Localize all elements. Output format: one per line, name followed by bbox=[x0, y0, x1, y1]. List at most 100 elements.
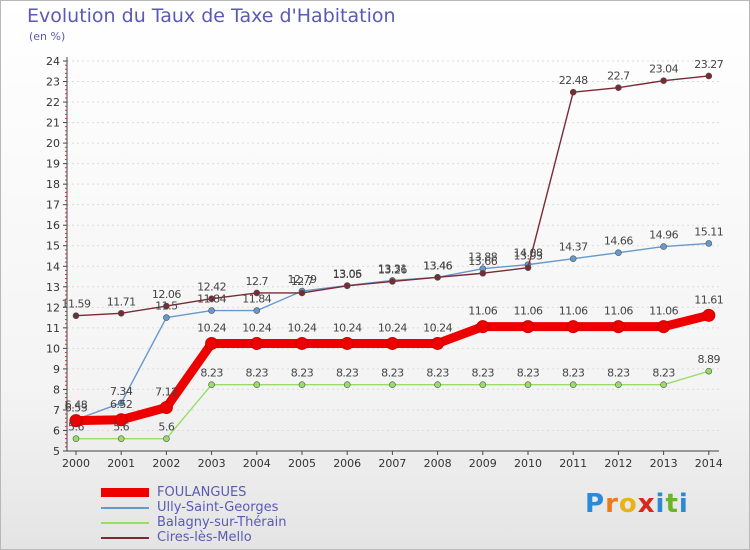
data-point bbox=[253, 381, 261, 389]
data-point bbox=[521, 320, 535, 334]
data-label: 12.7 bbox=[246, 275, 269, 288]
data-label: 13.06 bbox=[333, 268, 362, 281]
x-tick-label: 2013 bbox=[650, 457, 678, 470]
data-point bbox=[615, 381, 622, 389]
data-label: 11.06 bbox=[468, 305, 497, 318]
data-point bbox=[163, 302, 170, 310]
data-label: 8.23 bbox=[426, 367, 449, 380]
data-label: 10.24 bbox=[242, 321, 271, 334]
data-label: 10.24 bbox=[333, 321, 362, 334]
x-tick-label: 2000 bbox=[62, 457, 90, 470]
data-point bbox=[72, 435, 80, 442]
data-label: 22.7 bbox=[607, 70, 630, 83]
data-point bbox=[117, 435, 125, 442]
data-label: 13.66 bbox=[468, 255, 497, 268]
data-point bbox=[343, 282, 351, 290]
data-label: 13.31 bbox=[378, 262, 407, 275]
logo-letter: x bbox=[637, 489, 656, 519]
data-point bbox=[569, 88, 577, 96]
x-tick-label: 2005 bbox=[288, 457, 316, 470]
data-label: 10.24 bbox=[423, 321, 452, 334]
data-label: 8.23 bbox=[381, 367, 404, 380]
data-point bbox=[298, 381, 306, 389]
y-tick-label: 21 bbox=[46, 117, 60, 130]
data-label: 8.23 bbox=[200, 367, 223, 380]
data-label: 8.23 bbox=[336, 367, 359, 380]
data-label: 6.48 bbox=[65, 399, 88, 412]
data-label: 11.84 bbox=[242, 293, 271, 306]
logo-letter: i bbox=[655, 489, 666, 519]
data-label: 14.37 bbox=[559, 241, 588, 254]
logo-letter: t bbox=[665, 489, 679, 519]
data-point bbox=[343, 381, 351, 389]
x-tick-label: 2010 bbox=[514, 457, 542, 470]
data-point bbox=[389, 381, 396, 389]
data-point bbox=[69, 414, 83, 428]
y-tick-label: 17 bbox=[46, 199, 60, 212]
data-label: 13.05 bbox=[333, 268, 362, 281]
logo-letter: i bbox=[678, 489, 689, 519]
x-tick-label: 2008 bbox=[424, 457, 452, 470]
data-point bbox=[163, 314, 170, 321]
data-label: 22.48 bbox=[559, 74, 588, 87]
data-label: 5.6 bbox=[68, 421, 84, 434]
y-tick-label: 12 bbox=[46, 301, 60, 314]
legend-label: Balagny-sur-Thérain bbox=[157, 515, 287, 530]
data-label: 12.06 bbox=[152, 288, 181, 301]
data-label: 12.7 bbox=[291, 275, 314, 288]
data-point bbox=[117, 309, 125, 317]
data-point bbox=[705, 240, 713, 247]
x-tick-label: 2009 bbox=[469, 457, 497, 470]
data-point bbox=[660, 77, 667, 85]
y-tick-label: 19 bbox=[46, 158, 60, 171]
x-tick-label: 2011 bbox=[559, 457, 587, 470]
data-label: 13.88 bbox=[468, 251, 497, 264]
y-tick-label: 24 bbox=[46, 55, 60, 68]
data-label: 8.23 bbox=[607, 367, 630, 380]
data-point bbox=[657, 320, 671, 334]
data-point bbox=[479, 269, 487, 277]
y-tick-label: 11 bbox=[46, 322, 60, 335]
data-point bbox=[569, 381, 577, 389]
data-point bbox=[298, 289, 306, 297]
data-point bbox=[117, 399, 125, 407]
y-tick-label: 14 bbox=[46, 260, 60, 273]
data-point bbox=[434, 381, 441, 389]
logo-letter: r bbox=[605, 489, 619, 519]
data-label: 11.06 bbox=[559, 305, 588, 318]
data-point bbox=[159, 400, 173, 414]
data-label: 14.66 bbox=[604, 235, 633, 248]
data-label: 14.08 bbox=[514, 247, 543, 260]
y-tick-label: 7 bbox=[53, 404, 60, 417]
x-tick-label: 2004 bbox=[243, 457, 271, 470]
data-point bbox=[705, 367, 713, 375]
y-tick-label: 10 bbox=[46, 342, 60, 355]
data-point bbox=[163, 435, 170, 442]
data-point bbox=[702, 308, 716, 322]
data-point bbox=[205, 336, 219, 350]
data-label: 8.89 bbox=[698, 353, 721, 366]
x-tick-label: 2006 bbox=[333, 457, 361, 470]
data-label: 11.5 bbox=[155, 300, 178, 313]
data-point bbox=[476, 320, 490, 334]
legend-label: Cires-lès-Mello bbox=[157, 530, 252, 545]
data-point bbox=[389, 278, 396, 285]
data-label: 8.23 bbox=[517, 367, 540, 380]
data-label: 15.11 bbox=[694, 225, 723, 238]
data-label: 6.52 bbox=[110, 398, 133, 411]
data-label: 11.06 bbox=[514, 305, 543, 318]
data-label: 10.24 bbox=[288, 321, 317, 334]
data-point bbox=[524, 264, 532, 272]
data-label: 8.23 bbox=[562, 367, 585, 380]
data-point bbox=[431, 336, 445, 350]
data-label: 11.06 bbox=[649, 305, 678, 318]
legend-label: FOULANGUES bbox=[157, 485, 247, 500]
y-tick-label: 18 bbox=[46, 178, 60, 191]
x-tick-label: 2007 bbox=[378, 457, 406, 470]
data-label: 6.53 bbox=[65, 402, 88, 415]
y-tick-label: 23 bbox=[46, 76, 60, 89]
y-tick-label: 8 bbox=[53, 383, 60, 396]
data-point bbox=[72, 312, 80, 320]
data-point bbox=[660, 381, 667, 389]
data-label: 13.46 bbox=[423, 259, 452, 272]
